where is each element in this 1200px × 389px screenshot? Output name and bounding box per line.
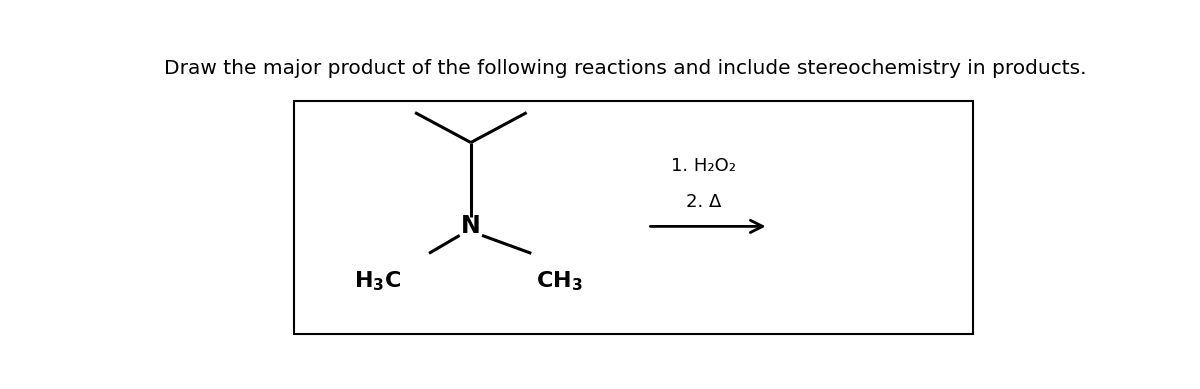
Bar	[294, 101, 973, 334]
Text: $\mathbf{CH_3}$: $\mathbf{CH_3}$	[536, 270, 582, 293]
Text: Draw the major product of the following reactions and include stereochemistry in: Draw the major product of the following …	[164, 59, 1086, 78]
Text: N: N	[461, 214, 481, 238]
Text: $\mathbf{H_3C}$: $\mathbf{H_3C}$	[354, 270, 402, 293]
Text: 2. Δ: 2. Δ	[685, 193, 721, 212]
Text: 1. H₂O₂: 1. H₂O₂	[671, 158, 736, 175]
